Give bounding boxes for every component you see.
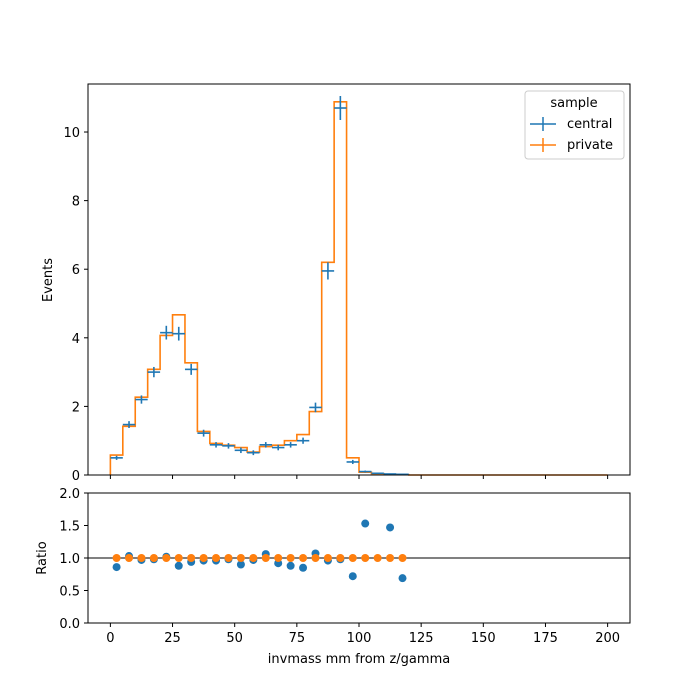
ratio-point-private	[348, 554, 357, 562]
main-y-tick-label: 6	[72, 263, 80, 278]
ratio-point-central	[174, 561, 183, 570]
main-y-tick-label: 4	[72, 332, 80, 347]
legend-box	[524, 90, 625, 160]
ratio-point-private	[274, 554, 283, 562]
series-central-point	[184, 363, 198, 375]
ratio-point-central	[286, 561, 295, 570]
ratio-point-private	[125, 554, 134, 562]
series-central-point	[222, 443, 235, 449]
ratio-point-private	[361, 554, 370, 562]
series-central-point	[309, 402, 322, 413]
ratio-y-axis-label: Ratio	[35, 541, 50, 574]
main-y-tick-label: 0	[72, 469, 80, 484]
series-central-point	[172, 326, 185, 341]
ratio-y-tick-label: 1.5	[59, 520, 80, 535]
ratio-point-central	[361, 519, 370, 528]
ratio-point-private	[311, 554, 320, 562]
main-y-tick-label: 10	[63, 126, 80, 141]
main-y-axis-label: Events	[41, 258, 56, 302]
legend: sample central private	[524, 90, 625, 160]
series-central-point	[122, 421, 136, 429]
ratio-point-private	[398, 554, 407, 562]
ratio-y-tick-label: 0.5	[59, 585, 80, 600]
main-panel: 0 2 4 6 8 10 Events	[41, 83, 631, 484]
ratio-point-private	[299, 554, 308, 562]
x-tick-label: 75	[289, 631, 306, 646]
x-tick-label: 100	[347, 631, 372, 646]
ratio-point-private	[137, 554, 146, 562]
main-y-tick-label: 8	[72, 195, 80, 210]
series-central-point	[259, 442, 272, 448]
ratio-y-tick-label: 2.0	[59, 487, 80, 502]
ratio-y-tick-label: 0.0	[59, 617, 80, 632]
ratio-point-private	[199, 554, 208, 562]
x-tick-label: 175	[533, 631, 558, 646]
ratio-panel: 0.0 0.5 1.0 1.5 2.0 0 25 50 75 100 125 150 175 200 R…	[35, 487, 631, 667]
ratio-point-private	[112, 554, 121, 562]
ratio-point-private	[373, 554, 382, 562]
x-tick-label: 50	[226, 631, 243, 646]
x-tick-label: 125	[409, 631, 434, 646]
ratio-point-private	[236, 554, 245, 562]
ratio-point-private	[174, 554, 183, 562]
main-y-axis: 0 2 4 6 8 10	[63, 126, 88, 484]
series-central-point	[147, 366, 161, 378]
x-tick-label: 0	[106, 631, 114, 646]
x-tick-label: 25	[164, 631, 181, 646]
x-axis-label: invmass mm from z/gamma	[268, 652, 450, 667]
legend-item-private: private	[530, 138, 613, 153]
legend-label-private: private	[567, 138, 613, 153]
ratio-marks	[88, 519, 630, 583]
ratio-point-private	[224, 554, 233, 562]
main-y-tick-label: 2	[72, 400, 80, 415]
series-central-point	[209, 442, 223, 448]
main-marks	[109, 96, 608, 476]
ratio-point-private	[386, 554, 395, 562]
ratio-point-private	[162, 554, 171, 562]
x-tick-label: 200	[595, 631, 620, 646]
ratio-point-private	[187, 554, 196, 562]
ratio-point-central	[112, 563, 121, 572]
legend-title: sample	[550, 96, 597, 111]
ratio-y-tick-label: 1.0	[59, 552, 80, 567]
ratio-point-central	[386, 523, 395, 532]
series-central-point	[383, 473, 397, 475]
legend-label-central: central	[567, 117, 612, 132]
ratio-y-axis: 0.0 0.5 1.0 1.5 2.0	[59, 487, 88, 632]
series-central-point	[296, 437, 310, 444]
main-x-axis	[109, 475, 609, 479]
series-central-point	[359, 470, 372, 473]
series-central-point	[321, 262, 335, 280]
series-central-point	[135, 395, 148, 404]
ratio-point-private	[149, 554, 158, 562]
x-tick-label: 150	[471, 631, 496, 646]
ratio-point-private	[261, 554, 270, 562]
legend-item-central: central	[530, 117, 612, 132]
ratio-point-private	[336, 554, 345, 562]
series-central-point	[110, 455, 123, 460]
ratio-point-central	[348, 572, 357, 581]
series-central-point	[271, 444, 285, 451]
ratio-point-private	[323, 554, 332, 562]
series-central-point	[160, 325, 173, 340]
series-central-point	[197, 429, 210, 437]
ratio-x-axis: 0 25 50 75 100 125 150 175 200	[106, 623, 620, 646]
ratio-point-central	[299, 563, 308, 572]
ratio-point-central	[236, 560, 245, 569]
series-central-point	[334, 96, 347, 121]
ratio-point-private	[249, 554, 258, 562]
series-central-point	[371, 472, 384, 475]
ratio-point-private	[286, 554, 295, 562]
series-central-point	[346, 459, 359, 465]
ratio-point-central	[398, 574, 407, 583]
series-central-point	[234, 447, 248, 454]
series-central-point	[284, 442, 297, 448]
ratio-point-private	[212, 554, 221, 562]
series-central-point	[247, 450, 260, 456]
